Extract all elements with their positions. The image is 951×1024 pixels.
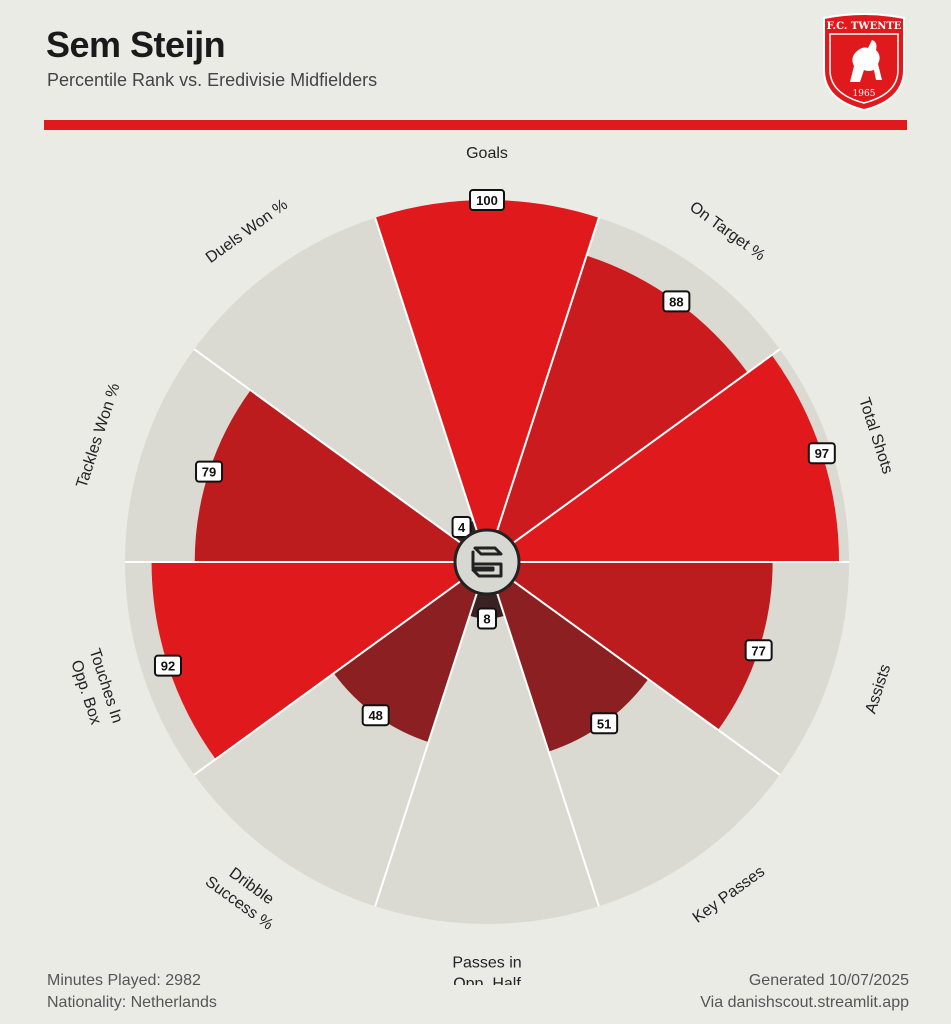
nationality: Nationality: Netherlands [47,994,217,1011]
separator-line [510,348,781,546]
club-badge-year: 1965 [853,89,876,99]
generated-date: Generated 10/07/2025 [748,972,909,989]
bar-total-shots [511,355,840,562]
club-badge-name: F.C. TWENTE [827,21,902,32]
separator-line [193,348,464,546]
category-label-passes-in-opp-half: Passes in Opp. Half [452,955,521,986]
bar-dribble-success [333,579,478,743]
chart-subtitle: Percentile Rank vs. Eredivisie Midfielde… [47,70,378,90]
minutes-played: Minutes Played: 2982 [47,972,201,989]
separator-line [374,217,479,534]
center-logo-icon [453,528,521,596]
value-label-dribble-success: 48 [368,708,382,723]
value-label-duels-won: 4 [458,520,466,535]
bar-key-passes [496,579,649,752]
value-box-duels-won [451,515,472,538]
value-label-total-shots: 97 [815,446,829,461]
category-label-tackles-won: Tackles Won % [74,381,124,490]
percentile-pizza-chart: 100 88 97 77 51 8 48 92 79 4 Goals On Target % Total… [67,145,896,986]
category-label-text: Opp. Half [453,976,521,986]
category-label-text: Key Passes [690,863,768,926]
track-wedge-duels-won [194,217,478,545]
separator-line [510,578,781,776]
player-name: Sem Steijn [46,24,226,65]
separator-line [495,590,600,907]
category-label-key-passes: Key Passes [690,863,768,926]
value-box-dribble-success [361,704,390,727]
category-label-text: Passes in [452,955,521,972]
value-label-key-passes: 51 [597,716,611,731]
category-label-text: Total Shots [855,395,896,476]
source-url: Via danishscout.streamlit.app [700,994,909,1011]
club-badge: F.C. TWENTE 1965 [823,13,905,112]
header-divider [44,120,907,130]
separator-line [193,578,464,776]
header-divider-bar [44,120,907,130]
category-label-text: Assists [862,662,894,715]
category-label-on-target: On Target % [686,199,768,265]
bar-touches-in-opp-box [151,562,463,760]
category-label-assists: Assists [862,662,894,715]
bar-on-target [496,255,748,545]
bar-goals [375,200,599,534]
value-label-tackles-won: 79 [202,465,216,480]
value-label-assists: 77 [751,643,765,658]
value-box-goals [469,189,505,211]
category-label-text: Tackles Won % [74,381,124,490]
value-label-touches-in-opp-box: 92 [161,659,175,674]
category-label-text: On Target % [686,199,768,265]
footer-left: Minutes Played: 2982 Nationality: Nether… [47,970,217,1014]
value-box-assists [744,639,773,662]
category-label-goals: Goals [466,145,508,162]
value-box-key-passes [590,712,619,735]
bar-tackles-won [194,390,463,562]
horse-icon [850,40,882,82]
category-label-total-shots: Total Shots [855,395,896,476]
club-badge-inner [829,33,899,104]
value-label-passes-in-opp-half: 8 [483,612,490,627]
track-wedge-passes-in-opp-half [375,590,599,925]
value-box-touches-in-opp-box [153,654,182,677]
category-label-text: Goals [466,145,508,162]
value-box-passes-in-opp-half [477,607,497,630]
value-box-on-target [662,290,691,313]
bar-assists [511,562,773,730]
value-box-tackles-won [195,460,224,483]
category-label-duels-won: Duels Won % [203,196,291,267]
value-label-goals: 100 [476,193,498,208]
separator-line [374,590,479,907]
footer-right: Generated 10/07/2025 Via danishscout.str… [700,970,909,1014]
value-label-on-target: 88 [669,294,683,309]
center-logo-glyph [471,546,503,578]
value-box-total-shots [807,442,836,465]
category-label-text: Duels Won % [203,196,291,267]
separator-line [495,217,600,534]
